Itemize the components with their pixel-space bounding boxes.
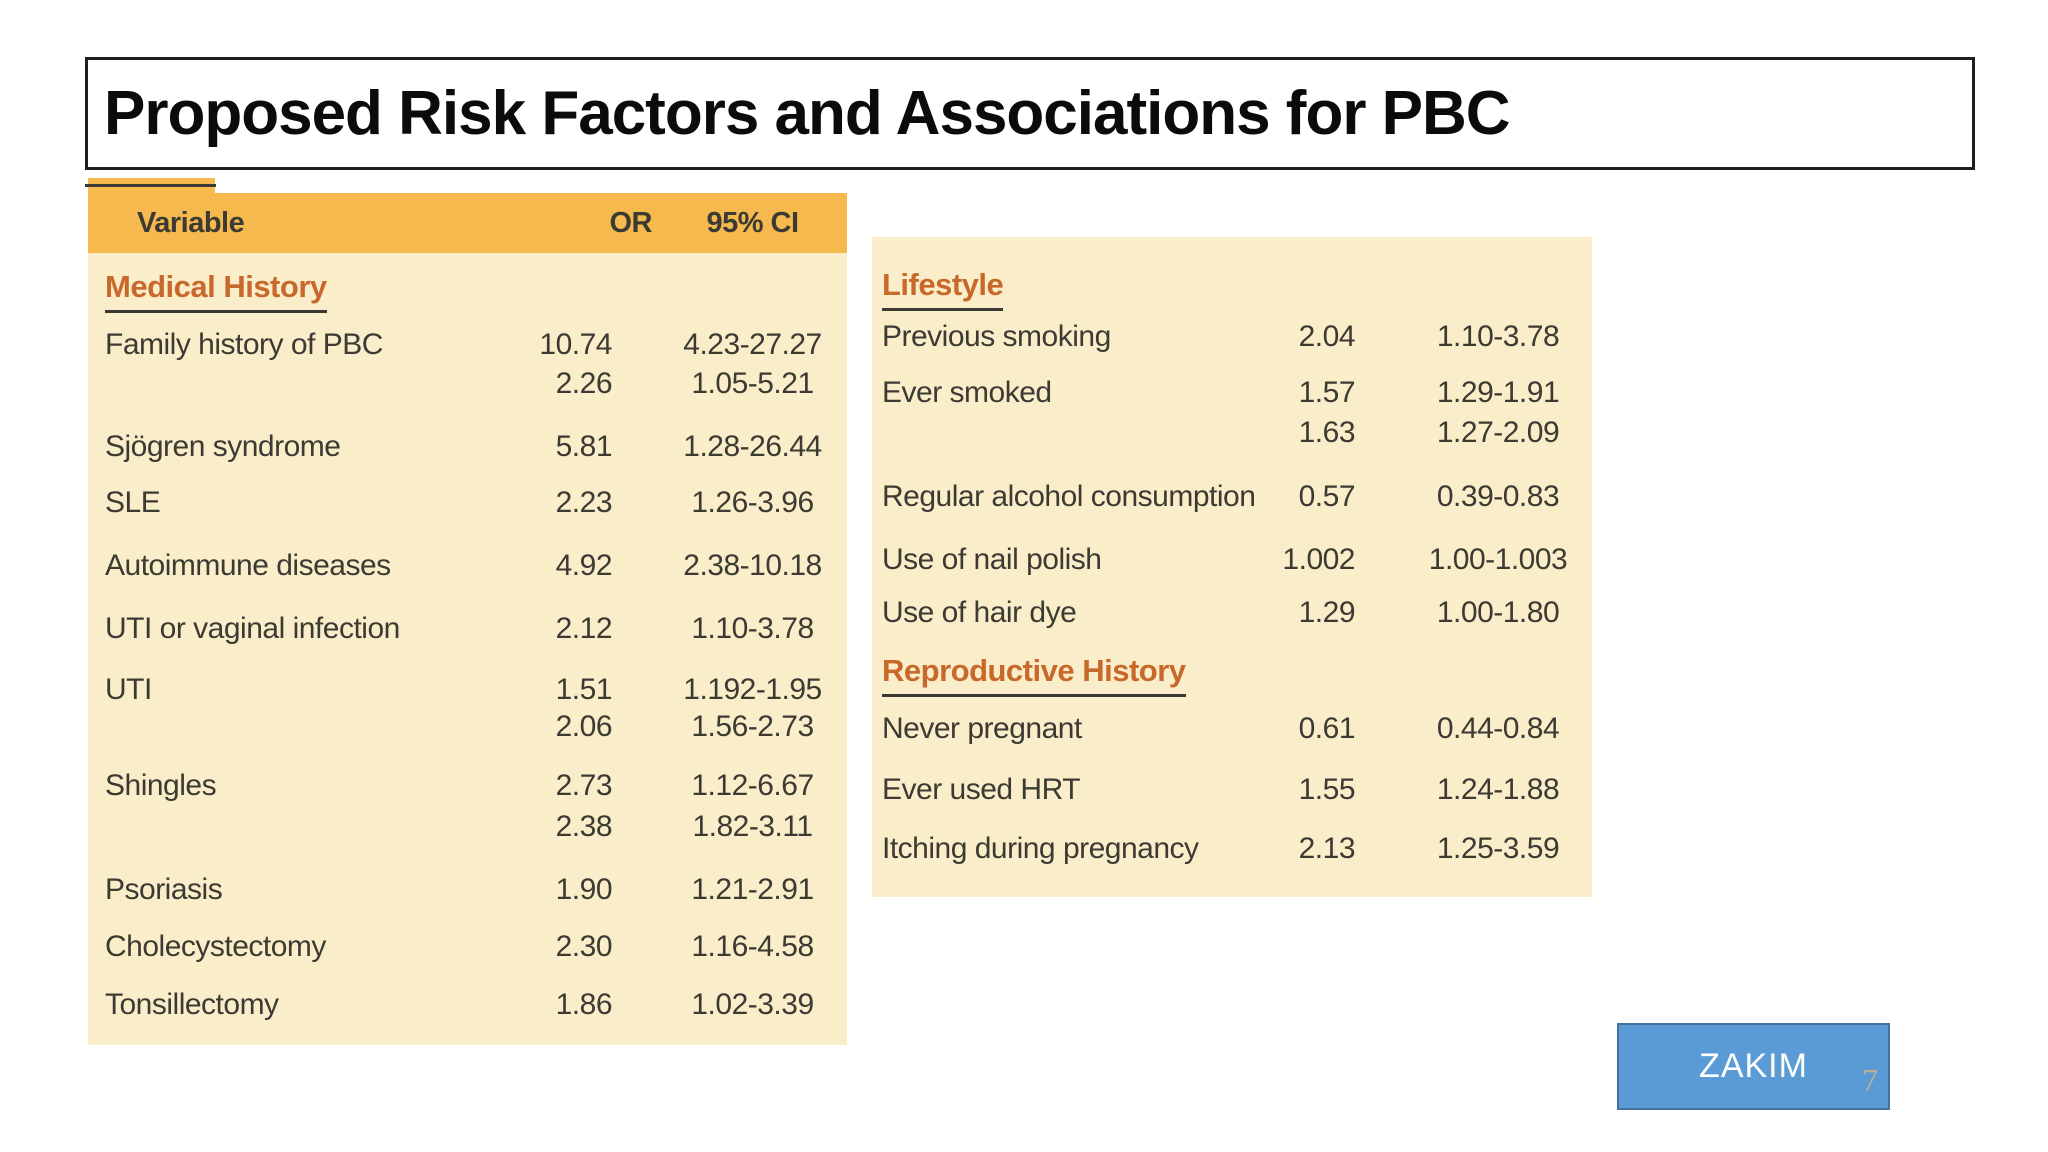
page-title: Proposed Risk Factors and Associations f…: [104, 79, 1511, 148]
row-or-value: 10.74: [539, 328, 612, 361]
table-header-band: Variable OR 95% CI: [88, 193, 847, 253]
row-label: Shingles: [105, 769, 217, 802]
row-or-value: 0.61: [1298, 712, 1356, 745]
row-label: Family history of PBC: [105, 328, 383, 361]
row-label: Never pregnant: [882, 712, 1082, 745]
row-ci-value: 1.10-3.78: [1436, 320, 1560, 353]
title-box: Proposed Risk Factors and Associations f…: [85, 57, 1975, 170]
row-ci-value: 1.26-3.96: [691, 486, 814, 519]
row-or-value: 4.92: [555, 549, 613, 582]
row-ci-value: 1.02-3.39: [691, 988, 814, 1021]
section-heading-lifestyle: Lifestyle: [882, 267, 1004, 311]
row-label: SLE: [105, 486, 161, 519]
row-or-value: 2.38: [555, 810, 613, 843]
row-label: UTI: [105, 673, 152, 706]
row-ci-value: 0.44-0.84: [1436, 712, 1560, 745]
row-label: Ever used HRT: [882, 773, 1081, 806]
row-ci-value: 2.38-10.18: [683, 549, 822, 582]
row-label: Regular alcohol consumption: [882, 480, 1256, 513]
row-or-value: 2.06: [555, 710, 613, 743]
row-ci-value: 1.10-3.78: [691, 612, 814, 645]
row-ci-value: 1.12-6.67: [691, 769, 814, 802]
slide-page-number: 7: [1862, 1062, 1878, 1098]
row-or-value: 1.51: [555, 673, 613, 706]
row-label: Use of hair dye: [882, 596, 1077, 629]
table-corner-rule: [85, 184, 216, 187]
row-label: UTI or vaginal infection: [105, 612, 400, 645]
row-ci-value: 1.00-1.80: [1436, 596, 1560, 629]
row-ci-value: 1.00-1.003: [1428, 543, 1568, 576]
row-or-value: 2.04: [1298, 320, 1356, 353]
row-or-value: 1.86: [555, 988, 613, 1021]
row-or-value: 2.73: [555, 769, 613, 802]
row-or-value: 1.002: [1282, 543, 1355, 576]
row-or-value: 1.90: [555, 873, 613, 906]
row-or-value: 2.23: [555, 486, 613, 519]
row-ci-value: 1.24-1.88: [1436, 773, 1560, 806]
column-header-ci: 95% CI: [706, 207, 799, 239]
row-or-value: 1.55: [1298, 773, 1356, 806]
row-label: Sjögren syndrome: [105, 430, 341, 463]
row-ci-value: 1.192-1.95: [683, 673, 822, 706]
medical-history-panel: Medical History Family history of PBC 10.7…: [88, 253, 847, 1045]
row-ci-value: 0.39-0.83: [1436, 480, 1560, 513]
column-header-variable: Variable: [137, 207, 245, 239]
row-ci-value: 1.28-26.44: [683, 430, 822, 463]
row-ci-value: 1.16-4.58: [691, 930, 814, 963]
row-ci-value: 1.82-3.11: [692, 810, 813, 843]
row-or-value: 2.13: [1298, 832, 1356, 865]
zakim-button-label: ZAKIM: [1699, 1047, 1808, 1085]
row-or-value: 5.81: [555, 430, 613, 463]
row-label: Use of nail polish: [882, 543, 1102, 576]
row-ci-value: 1.25-3.59: [1436, 832, 1560, 865]
row-label: Cholecystectomy: [105, 930, 326, 963]
row-label: Tonsillectomy: [105, 988, 279, 1021]
row-or-value: 2.26: [555, 367, 613, 400]
row-or-value: 2.30: [555, 930, 613, 963]
row-ci-value: 4.23-27.27: [683, 328, 822, 361]
row-ci-value: 1.21-2.91: [691, 873, 814, 906]
row-label: Itching during pregnancy: [882, 832, 1199, 865]
lifestyle-reproductive-panel: Lifestyle Previous smoking 2.04 1.10-3.78 Ev…: [872, 237, 1592, 897]
row-or-value: 1.29: [1298, 596, 1356, 629]
row-or-value: 1.57: [1298, 376, 1356, 409]
row-label: Psoriasis: [105, 873, 223, 906]
row-or-value: 1.63: [1298, 416, 1356, 449]
row-ci-value: 1.05-5.21: [691, 367, 814, 400]
row-ci-value: 1.56-2.73: [691, 710, 814, 743]
row-or-value: 0.57: [1298, 480, 1356, 513]
row-ci-value: 1.29-1.91: [1436, 376, 1560, 409]
section-heading-medical-history: Medical History: [105, 269, 327, 313]
section-heading-reproductive-history: Reproductive History: [882, 653, 1186, 697]
zakim-button[interactable]: ZAKIM: [1617, 1023, 1890, 1110]
row-label: Autoimmune diseases: [105, 549, 391, 582]
row-label: Ever smoked: [882, 376, 1052, 409]
column-header-or: OR: [609, 207, 653, 239]
row-label: Previous smoking: [882, 320, 1111, 353]
row-or-value: 2.12: [555, 612, 613, 645]
row-ci-value: 1.27-2.09: [1436, 416, 1560, 449]
